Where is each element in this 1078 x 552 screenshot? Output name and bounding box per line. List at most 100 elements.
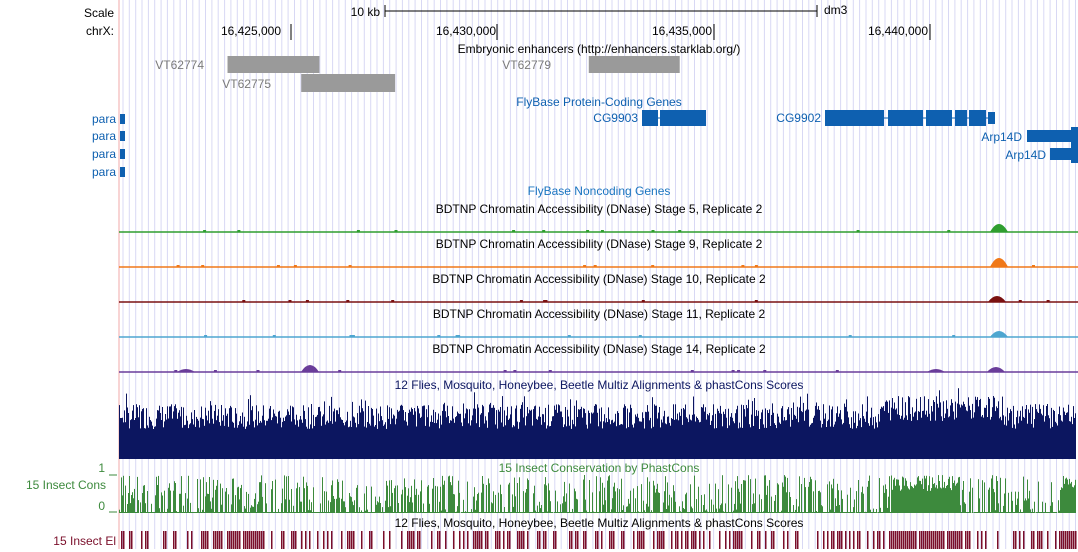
element-bar[interactable]	[739, 531, 741, 549]
element-bar[interactable]	[741, 531, 743, 549]
element-bar[interactable]	[639, 531, 641, 549]
element-bar[interactable]	[773, 531, 775, 549]
element-bar[interactable]	[543, 531, 545, 549]
element-bar[interactable]	[295, 531, 297, 549]
element-bar[interactable]	[253, 531, 255, 549]
element-bar[interactable]	[383, 531, 385, 549]
element-bar[interactable]	[257, 531, 259, 549]
element-bar[interactable]	[597, 531, 599, 549]
element-bar[interactable]	[905, 531, 907, 549]
element-bar[interactable]	[879, 531, 881, 549]
element-bar[interactable]	[947, 531, 949, 549]
element-bar[interactable]	[283, 531, 285, 549]
element-bar[interactable]	[899, 531, 901, 549]
element-bar[interactable]	[903, 531, 905, 549]
element-bar[interactable]	[1067, 531, 1069, 549]
element-bar[interactable]	[921, 531, 923, 549]
element-bar[interactable]	[935, 531, 937, 549]
element-bar[interactable]	[677, 531, 679, 549]
element-bar[interactable]	[305, 531, 307, 549]
element-bar[interactable]	[845, 531, 847, 549]
element-bar[interactable]	[719, 531, 721, 549]
element-bar[interactable]	[145, 531, 147, 549]
element-bar[interactable]	[213, 531, 215, 549]
element-bar[interactable]	[519, 531, 521, 549]
element-bar[interactable]	[709, 531, 711, 549]
element-bar[interactable]	[1023, 531, 1025, 549]
dnase-peak[interactable]	[987, 367, 1005, 372]
multiz2-track-title[interactable]: 12 Flies, Mosquito, Honeybee, Beetle Mul…	[395, 516, 804, 530]
element-bar[interactable]	[1073, 531, 1075, 549]
element-bar[interactable]	[923, 531, 925, 549]
element-bar[interactable]	[243, 531, 245, 549]
gene-label-para-1[interactable]: para	[92, 112, 116, 126]
element-bar[interactable]	[771, 531, 773, 549]
element-bar[interactable]	[693, 531, 695, 549]
element-bar[interactable]	[475, 531, 477, 549]
element-bar[interactable]	[965, 531, 967, 549]
element-bar[interactable]	[215, 531, 217, 549]
element-bar[interactable]	[173, 531, 175, 549]
element-bar[interactable]	[833, 531, 835, 549]
element-bar[interactable]	[389, 531, 391, 549]
element-bar[interactable]	[925, 531, 927, 549]
element-bar[interactable]	[883, 531, 885, 549]
gene-label-arp14d-2[interactable]: Arp14D	[1005, 148, 1046, 162]
element-bar[interactable]	[517, 531, 519, 549]
element-bar[interactable]	[1055, 531, 1057, 549]
element-bar[interactable]	[1075, 531, 1077, 549]
noncoding-track-title[interactable]: FlyBase Noncoding Genes	[528, 184, 671, 198]
element-bar[interactable]	[1065, 531, 1067, 549]
dnase-stage5-title[interactable]: BDTNP Chromatin Accessibility (DNase) St…	[436, 202, 763, 216]
element-bar[interactable]	[675, 531, 677, 549]
element-bar[interactable]	[831, 531, 833, 549]
element-bar[interactable]	[641, 531, 643, 549]
element-bar[interactable]	[147, 531, 149, 549]
element-bar[interactable]	[487, 531, 489, 549]
element-bar[interactable]	[595, 531, 597, 549]
element-bar[interactable]	[431, 531, 433, 549]
element-bar[interactable]	[797, 531, 799, 549]
gene-cg9902[interactable]	[825, 110, 995, 126]
element-bar[interactable]	[575, 531, 577, 549]
element-bar[interactable]	[207, 531, 209, 549]
element-bar[interactable]	[351, 531, 353, 549]
element-bar[interactable]	[985, 531, 987, 549]
element-bar[interactable]	[661, 531, 663, 549]
element-bar[interactable]	[221, 531, 223, 549]
dnase-peak[interactable]	[301, 365, 319, 372]
dnase-stage10-title[interactable]: BDTNP Chromatin Accessibility (DNase) St…	[432, 272, 766, 286]
element-bar[interactable]	[437, 531, 439, 549]
element-bar[interactable]	[909, 531, 911, 549]
element-bar[interactable]	[919, 531, 921, 549]
element-bar[interactable]	[439, 531, 441, 549]
element-bar[interactable]	[609, 531, 611, 549]
element-bar[interactable]	[841, 531, 843, 549]
element-bar[interactable]	[633, 531, 635, 549]
element-bar[interactable]	[131, 531, 133, 549]
element-bar[interactable]	[583, 531, 585, 549]
element-bar[interactable]	[341, 531, 343, 549]
element-bar[interactable]	[553, 531, 555, 549]
element-bar[interactable]	[323, 531, 325, 549]
element-bar[interactable]	[1037, 531, 1039, 549]
element-bar[interactable]	[685, 531, 687, 549]
element-bar[interactable]	[857, 531, 859, 549]
enhancer-block-vt62779[interactable]	[589, 56, 680, 73]
gene-cg9903[interactable]	[642, 110, 706, 126]
insect-el-side-label[interactable]: 15 Insect El	[53, 534, 116, 548]
element-bar[interactable]	[555, 531, 557, 549]
element-bar[interactable]	[1015, 531, 1017, 549]
element-bar[interactable]	[783, 531, 785, 549]
element-bar[interactable]	[369, 531, 371, 549]
element-bar[interactable]	[907, 531, 909, 549]
element-bar[interactable]	[895, 531, 897, 549]
element-bar[interactable]	[521, 531, 523, 549]
element-bar[interactable]	[939, 531, 941, 549]
element-bar[interactable]	[317, 531, 319, 549]
element-bar[interactable]	[527, 531, 529, 549]
element-bar[interactable]	[601, 531, 603, 549]
gene-para-1[interactable]	[120, 114, 125, 124]
element-bar[interactable]	[955, 531, 957, 549]
